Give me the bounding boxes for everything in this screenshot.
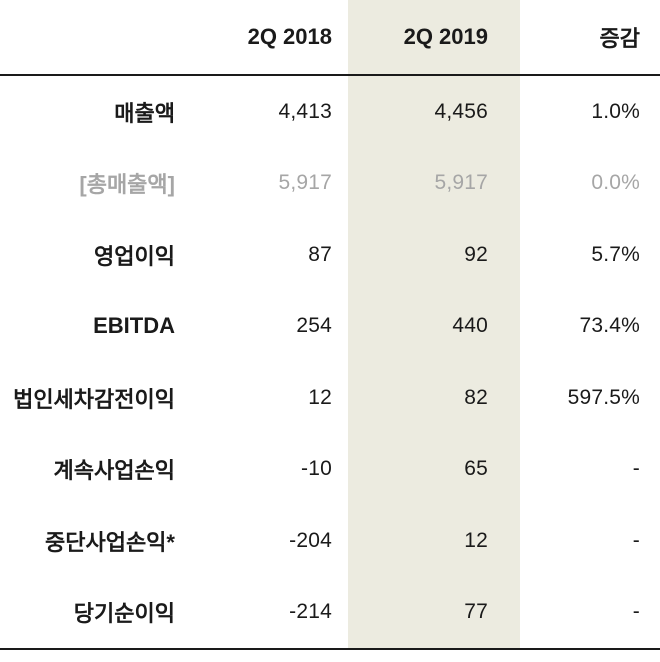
table-row: 계속사업손익 -10 65 - (0, 434, 660, 506)
value-change: 1.0% (591, 99, 640, 123)
value-2q-2018: -204 (289, 528, 332, 552)
value-2q-2018: 12 (308, 385, 332, 409)
value-2q-2019: 440 (452, 314, 488, 338)
row-label: EBITDA (93, 313, 175, 339)
row-label: 법인세차감전이익 (13, 386, 175, 412)
value-change: - (632, 600, 640, 624)
row-label: 계속사업손익 (53, 458, 175, 484)
value-2q-2019: 4,456 (434, 99, 488, 123)
value-change: - (632, 528, 640, 552)
value-2q-2019: 82 (464, 385, 488, 409)
table-row: [총매출액] 5,917 5,917 0.0% (0, 148, 660, 220)
value-2q-2018: -214 (289, 600, 332, 624)
value-2q-2018: -10 (301, 457, 332, 481)
highlight-column-background (348, 0, 520, 648)
value-2q-2019: 77 (464, 600, 488, 624)
table-row: 매출액 4,413 4,456 1.0% (0, 76, 660, 148)
value-change: 73.4% (579, 314, 640, 338)
table-row: 당기순이익 -214 77 - (0, 577, 660, 649)
value-2q-2018: 5,917 (278, 171, 332, 195)
value-2q-2018: 4,413 (278, 99, 332, 123)
row-label: 영업이익 (94, 243, 175, 269)
row-label: 매출액 (114, 100, 175, 126)
row-label: 당기순이익 (73, 601, 175, 627)
value-2q-2019: 92 (464, 242, 488, 266)
header-change: 증감 (599, 26, 640, 51)
table-row: 영업이익 87 92 5.7% (0, 219, 660, 291)
value-change: 5.7% (591, 242, 640, 266)
header-2q-2018: 2Q 2018 (247, 24, 332, 49)
table-row: EBITDA 254 440 73.4% (0, 291, 660, 363)
value-change: 597.5% (567, 385, 640, 409)
value-2q-2019: 12 (464, 528, 488, 552)
header-2q-2019: 2Q 2019 (403, 24, 488, 49)
table-body: 매출액 4,413 4,456 1.0% [총매출액] 5,917 5,917 … (0, 76, 660, 650)
table-row: 중단사업손익* -204 12 - (0, 505, 660, 577)
table-header-row: 2Q 2018 2Q 2019 증감 (0, 0, 660, 76)
row-label: 중단사업손익* (44, 529, 175, 555)
table-row: 법인세차감전이익 12 82 597.5% (0, 362, 660, 434)
value-change: 0.0% (591, 171, 640, 195)
value-2q-2019: 65 (464, 457, 488, 481)
value-change: - (632, 457, 640, 481)
row-label: [총매출액] (79, 172, 175, 198)
value-2q-2018: 254 (296, 314, 332, 338)
value-2q-2019: 5,917 (434, 171, 488, 195)
value-2q-2018: 87 (308, 242, 332, 266)
